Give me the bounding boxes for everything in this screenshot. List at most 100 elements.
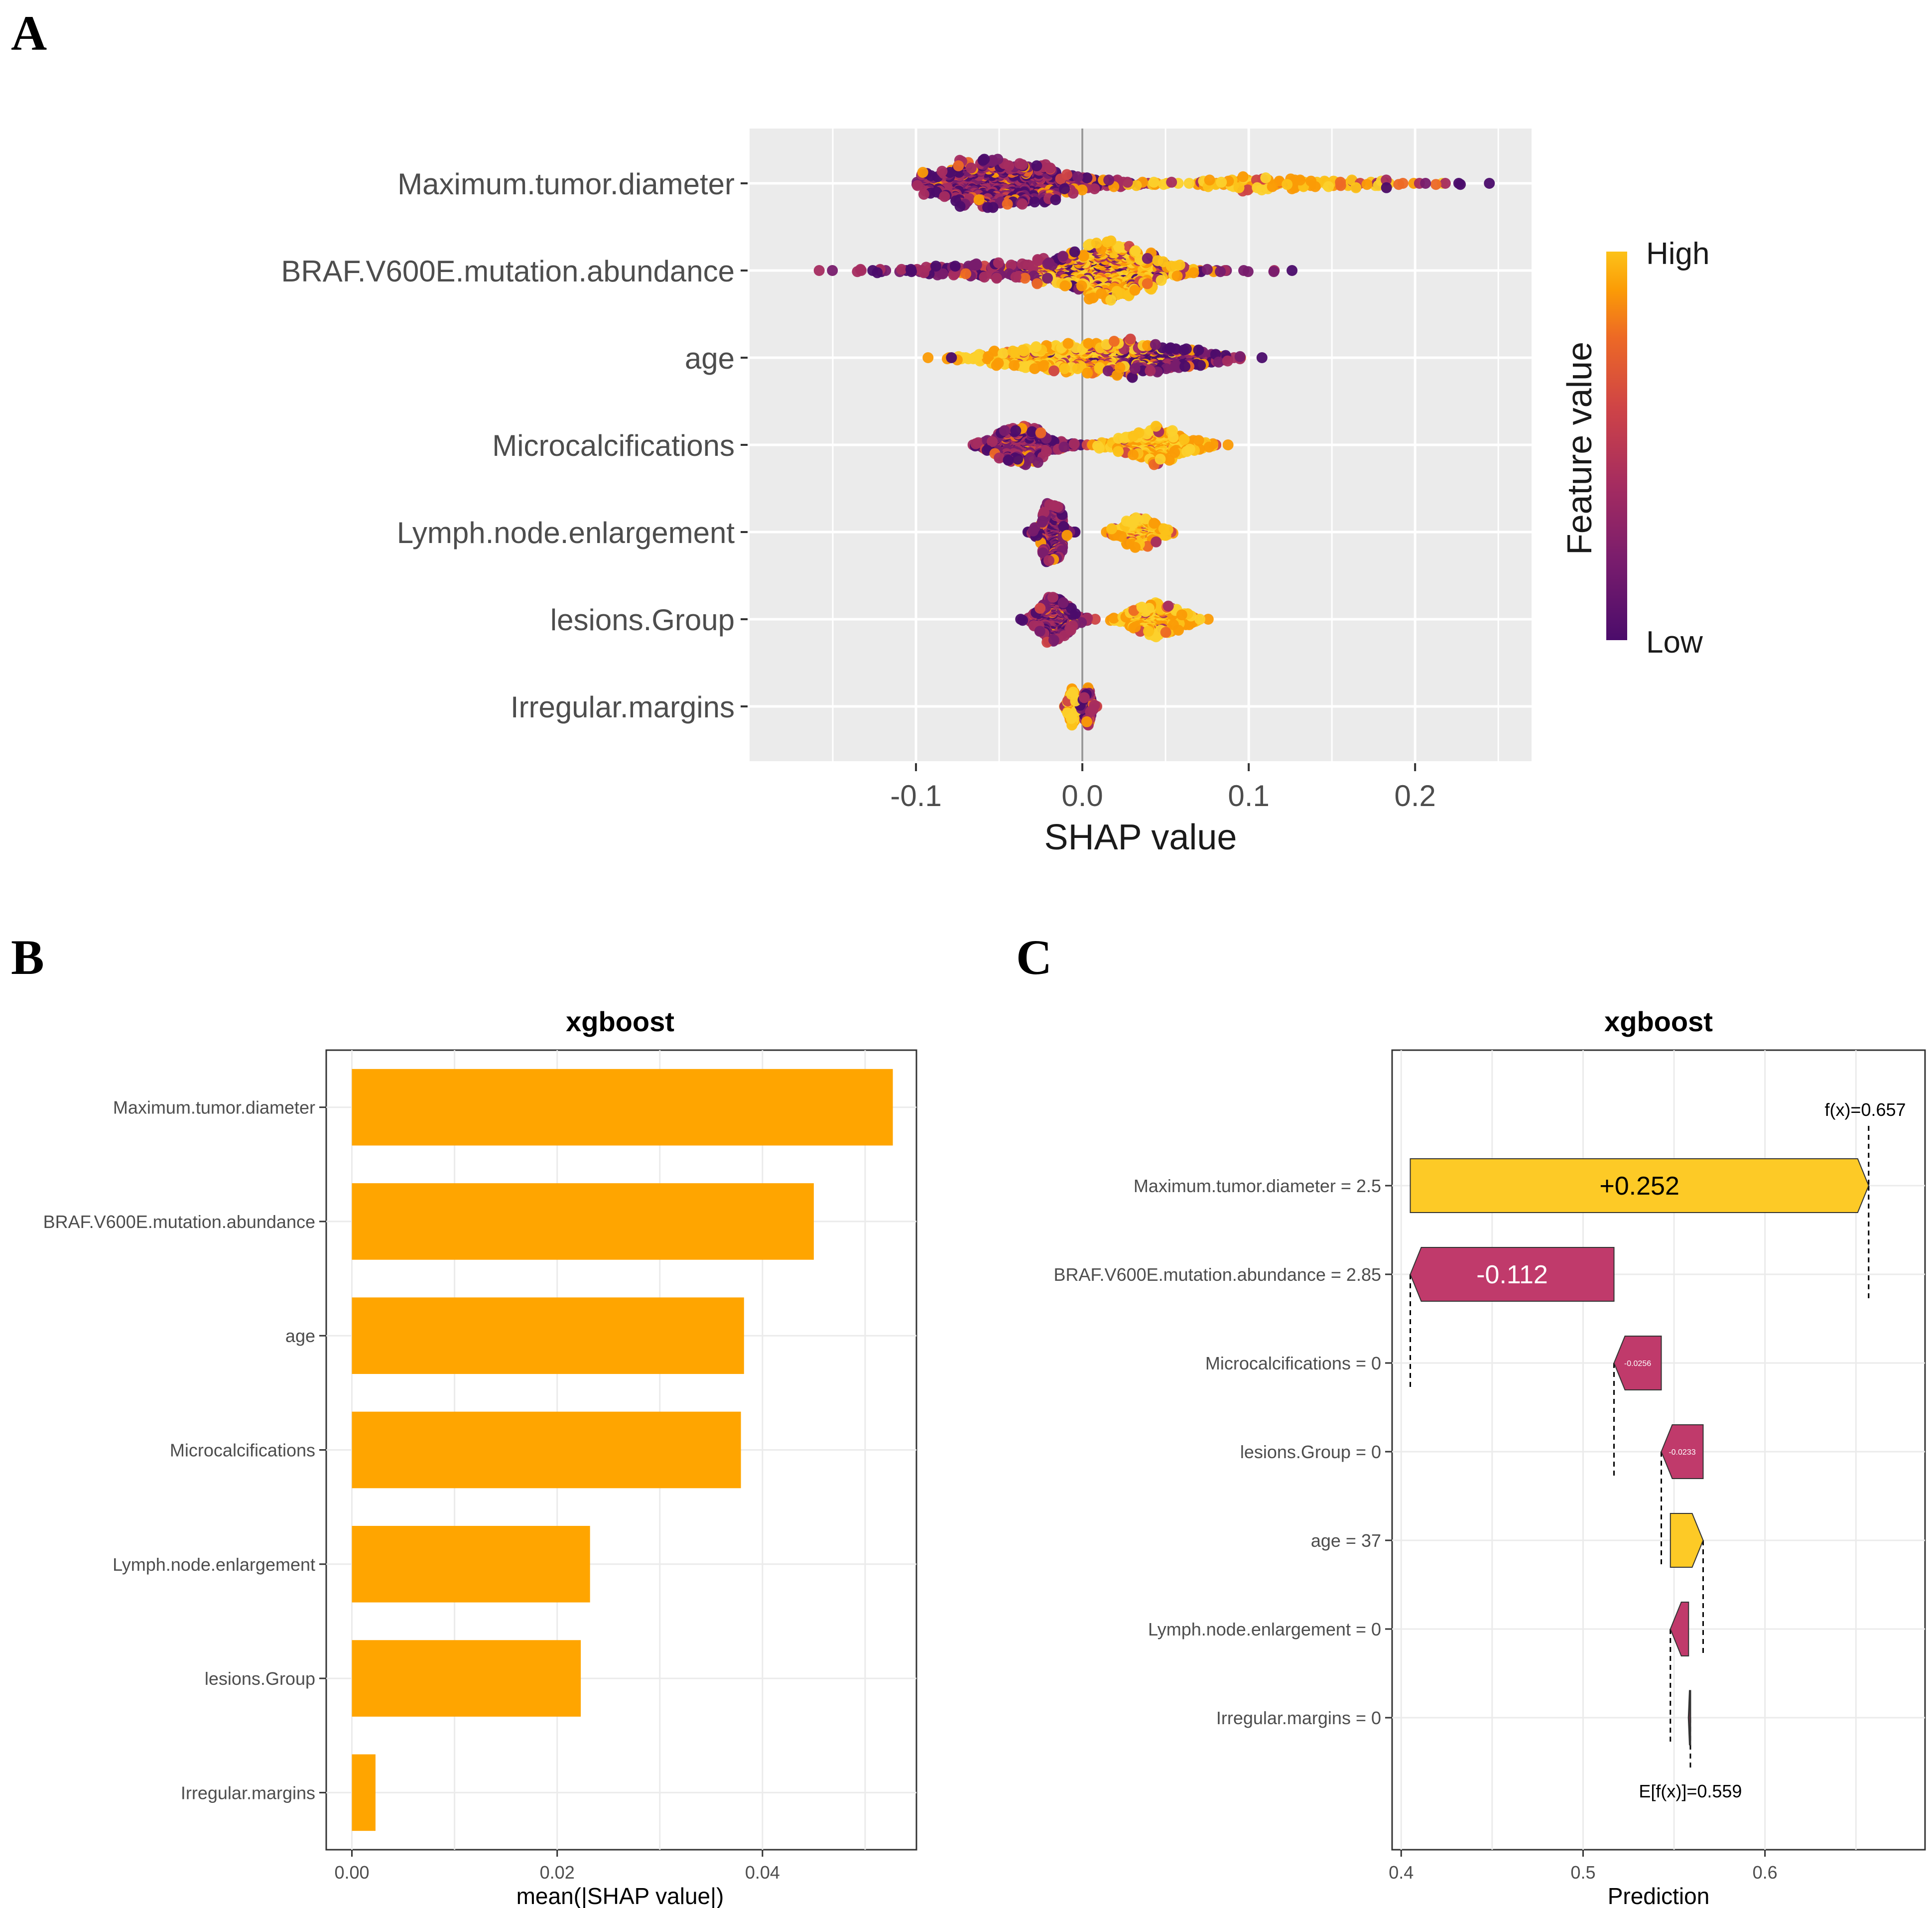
beeswarm-point — [1268, 266, 1280, 277]
beeswarm-point — [993, 257, 1004, 269]
importance-y-tick-label: Microcalcifications — [170, 1440, 315, 1461]
beeswarm-point — [1174, 260, 1185, 271]
beeswarm-point — [991, 273, 1003, 284]
beeswarm-point — [855, 264, 866, 275]
beeswarm-point — [948, 269, 959, 280]
beeswarm-point — [1215, 266, 1226, 277]
beeswarm-point — [1294, 174, 1306, 186]
beeswarm-point — [1089, 183, 1100, 194]
beeswarm-point — [1222, 355, 1233, 367]
beeswarm-x-axis-title: SHAP value — [1044, 818, 1237, 857]
beeswarm-point — [1061, 169, 1073, 180]
beeswarm-point — [1044, 499, 1055, 510]
beeswarm-y-tick-label: Lymph.node.enlargement — [397, 516, 735, 549]
beeswarm-point — [1012, 453, 1024, 465]
beeswarm-point — [1150, 420, 1161, 432]
beeswarm-point — [827, 265, 838, 276]
beeswarm-point — [1017, 198, 1028, 210]
beeswarm-point — [1035, 427, 1046, 438]
beeswarm-point — [1009, 360, 1020, 371]
beeswarm-point — [1162, 600, 1174, 612]
beeswarm-point — [993, 358, 1004, 369]
beeswarm-point — [1072, 171, 1083, 182]
beeswarm-point — [1067, 187, 1079, 199]
beeswarm-point — [1113, 432, 1124, 444]
beeswarm-point — [1091, 238, 1102, 249]
beeswarm-point — [1455, 179, 1466, 190]
beeswarm-point — [1042, 273, 1053, 284]
beeswarm-point — [946, 352, 957, 363]
beeswarm-y-tick-label: Maximum.tumor.diameter — [397, 167, 735, 201]
beeswarm-point — [1323, 181, 1334, 192]
beeswarm-point — [999, 425, 1010, 436]
beeswarm-point — [1125, 333, 1136, 345]
beeswarm-point — [1081, 716, 1092, 727]
beeswarm-point — [939, 191, 950, 202]
beeswarm-point — [937, 268, 949, 279]
beeswarm-point — [1048, 634, 1059, 646]
beeswarm-point — [1484, 178, 1495, 189]
beeswarm-point — [1149, 518, 1160, 529]
beeswarm-point — [965, 162, 977, 174]
beeswarm-point — [1010, 272, 1022, 283]
beeswarm-x-tick-label: 0.1 — [1228, 779, 1269, 813]
beeswarm-point — [1178, 434, 1190, 445]
beeswarm-point — [1430, 179, 1441, 190]
beeswarm-point — [1188, 267, 1199, 278]
beeswarm-point — [1106, 523, 1118, 535]
beeswarm-x-axis: -0.1 0.0 0.1 0.2 — [890, 763, 1436, 813]
beeswarm-point — [1381, 174, 1392, 186]
beeswarm-point — [1041, 446, 1052, 457]
beeswarm-point — [1242, 266, 1254, 277]
beeswarm-point — [1068, 438, 1080, 449]
beeswarm-chart: Maximum.tumor.diameterBRAF.V600E.mutatio… — [281, 129, 1710, 857]
beeswarm-point — [1108, 336, 1120, 347]
beeswarm-point — [1179, 361, 1191, 372]
beeswarm-point — [1031, 278, 1043, 289]
beeswarm-point — [1171, 271, 1183, 281]
beeswarm-point — [1267, 181, 1278, 192]
beeswarm-point — [1059, 183, 1070, 194]
beeswarm-point — [1028, 525, 1039, 537]
beeswarm-point — [1067, 620, 1078, 632]
importance-bar-chart: xgboost Maximum.tumor.diameterBRAF.V600E… — [43, 1006, 917, 1908]
beeswarm-point — [1151, 536, 1162, 547]
beeswarm-point — [1129, 284, 1141, 296]
beeswarm-point — [1066, 688, 1077, 700]
beeswarm-point — [813, 265, 825, 276]
beeswarm-x-tick-label: -0.1 — [890, 779, 941, 813]
importance-bar — [352, 1754, 376, 1831]
beeswarm-point — [1061, 530, 1073, 541]
beeswarm-point — [1165, 261, 1177, 272]
beeswarm-point — [1032, 457, 1043, 468]
beeswarm-point — [918, 267, 929, 278]
beeswarm-point — [1133, 514, 1144, 526]
legend-title: Feature value — [1560, 342, 1599, 555]
legend-colorbar — [1606, 252, 1627, 640]
beeswarm-point — [1113, 241, 1124, 252]
beeswarm-point — [1044, 162, 1056, 174]
beeswarm-points — [813, 153, 1495, 731]
beeswarm-y-tick-label: age — [685, 342, 735, 375]
beeswarm-point — [979, 272, 990, 283]
beeswarm-point — [1062, 338, 1074, 349]
beeswarm-point — [1204, 174, 1215, 186]
importance-bar — [352, 1183, 814, 1260]
beeswarm-x-tick-label: 0.2 — [1394, 779, 1435, 813]
beeswarm-point — [1087, 704, 1099, 715]
beeswarm-point — [1058, 441, 1070, 453]
beeswarm-point — [983, 351, 994, 362]
importance-chart-title: xgboost — [566, 1006, 674, 1037]
importance-y-axis: Maximum.tumor.diameterBRAF.V600E.mutatio… — [43, 1097, 326, 1803]
beeswarm-point — [1083, 293, 1095, 305]
beeswarm-point — [1130, 245, 1141, 257]
beeswarm-point — [1287, 265, 1298, 276]
panel-label-a: A — [11, 5, 47, 61]
panel-label-c: C — [1016, 930, 1052, 985]
beeswarm-point — [1156, 274, 1167, 286]
beeswarm-point — [1170, 343, 1181, 355]
beeswarm-point — [1059, 363, 1070, 374]
importance-x-tick-label: 0.02 — [540, 1862, 575, 1883]
beeswarm-point — [1037, 516, 1048, 527]
beeswarm-point — [1173, 625, 1184, 636]
